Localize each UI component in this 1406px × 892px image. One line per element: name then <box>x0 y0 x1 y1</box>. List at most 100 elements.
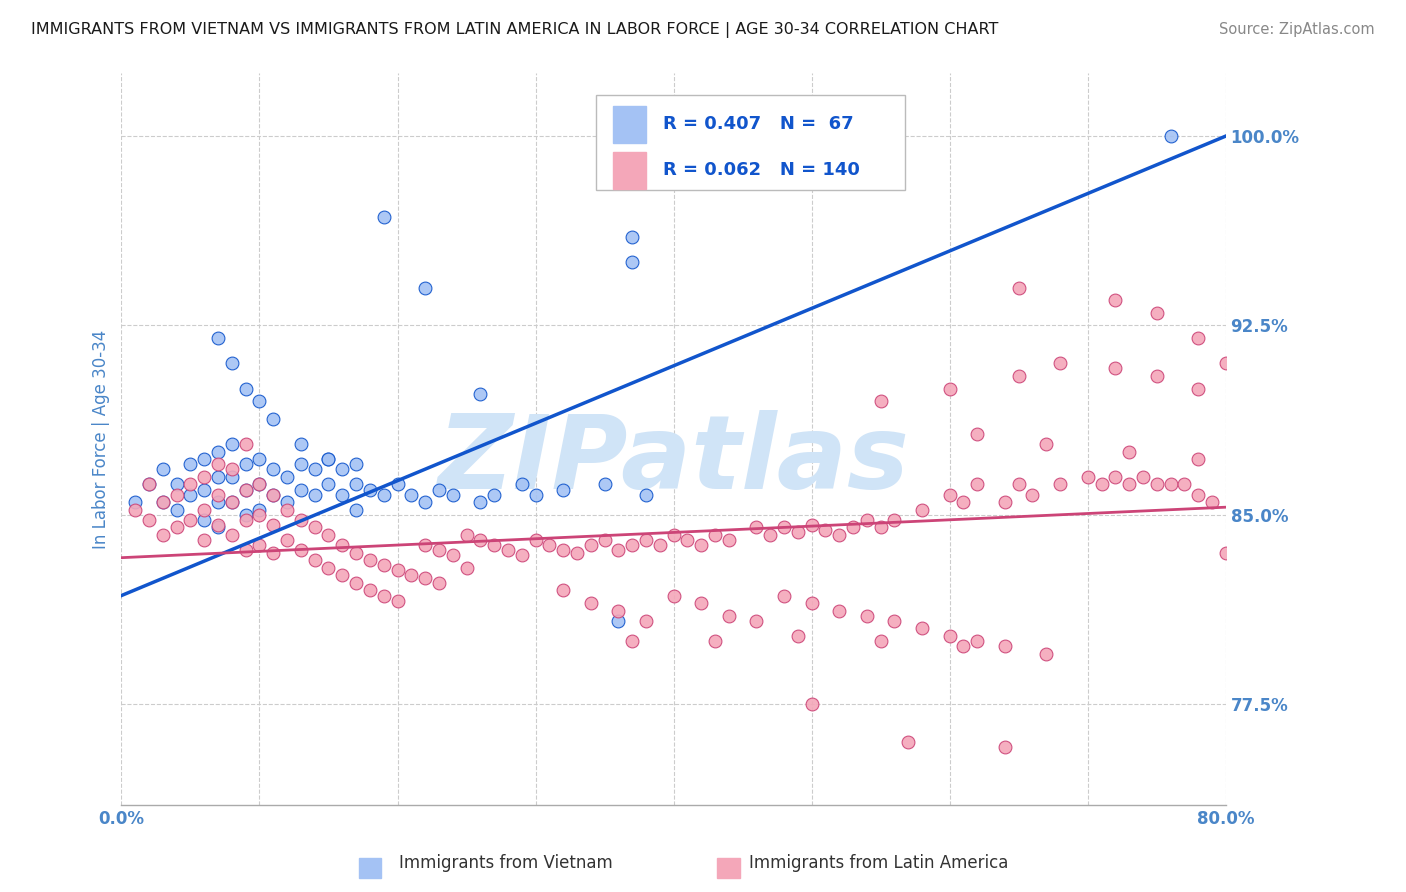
Point <box>482 487 505 501</box>
Point <box>966 477 988 491</box>
Point <box>1146 477 1168 491</box>
Point <box>235 483 257 497</box>
Point <box>207 331 229 345</box>
Point <box>235 457 257 471</box>
Point <box>249 477 271 491</box>
Point <box>690 596 713 610</box>
Point <box>290 483 312 497</box>
Point <box>249 452 271 467</box>
Point <box>1201 495 1223 509</box>
Point <box>235 437 257 451</box>
Point <box>786 525 808 540</box>
Point <box>276 502 298 516</box>
Point <box>235 513 257 527</box>
Point <box>869 634 891 648</box>
Point <box>193 470 215 484</box>
Point <box>800 596 823 610</box>
Point <box>553 543 575 558</box>
Point <box>510 548 533 562</box>
Point <box>344 502 367 516</box>
Point <box>290 513 312 527</box>
Point <box>1008 368 1031 383</box>
Point <box>828 604 851 618</box>
Point <box>138 477 160 491</box>
Text: Immigrants from Vietnam: Immigrants from Vietnam <box>399 855 613 872</box>
Point <box>911 502 934 516</box>
Point <box>786 629 808 643</box>
Point <box>207 517 229 532</box>
Point <box>510 477 533 491</box>
Point <box>1035 647 1057 661</box>
Point <box>842 520 865 534</box>
Text: R = 0.407   N =  67: R = 0.407 N = 67 <box>662 115 853 133</box>
Point <box>470 533 492 547</box>
Point <box>249 508 271 522</box>
Point <box>1215 546 1237 560</box>
Point <box>553 483 575 497</box>
Point <box>1132 470 1154 484</box>
Y-axis label: In Labor Force | Age 30-34: In Labor Force | Age 30-34 <box>93 329 110 549</box>
Point <box>1008 280 1031 294</box>
Point <box>869 394 891 409</box>
Point <box>1049 477 1071 491</box>
Point <box>235 543 257 558</box>
Point <box>359 583 381 598</box>
Point <box>745 520 768 534</box>
Point <box>897 735 920 749</box>
Point <box>413 495 436 509</box>
Point <box>717 608 740 623</box>
Point <box>856 513 879 527</box>
Point <box>994 639 1017 653</box>
Point <box>330 487 353 501</box>
Point <box>482 538 505 552</box>
Point <box>496 543 519 558</box>
Point <box>1008 477 1031 491</box>
Point <box>814 523 837 537</box>
Point <box>413 280 436 294</box>
Point <box>1146 368 1168 383</box>
Point <box>221 470 243 484</box>
Point <box>221 495 243 509</box>
Point <box>621 538 644 552</box>
Point <box>401 568 423 582</box>
Point <box>621 230 644 244</box>
Point <box>235 508 257 522</box>
Point <box>800 517 823 532</box>
Point <box>124 495 146 509</box>
Point <box>1118 444 1140 458</box>
Point <box>704 634 727 648</box>
Point <box>207 520 229 534</box>
Point <box>221 356 243 370</box>
Point <box>249 394 271 409</box>
Point <box>966 427 988 442</box>
Point <box>634 614 657 628</box>
Point <box>579 538 602 552</box>
Point <box>330 568 353 582</box>
Point <box>1118 477 1140 491</box>
Point <box>152 495 174 509</box>
Point <box>304 520 326 534</box>
Point <box>221 437 243 451</box>
Point <box>773 589 796 603</box>
Point <box>717 533 740 547</box>
Point <box>179 477 201 491</box>
Point <box>235 382 257 396</box>
Point <box>318 452 340 467</box>
Point <box>262 412 284 426</box>
Point <box>828 528 851 542</box>
Point <box>441 548 464 562</box>
Point <box>193 483 215 497</box>
Point <box>745 614 768 628</box>
Point <box>276 533 298 547</box>
Point <box>207 487 229 501</box>
Point <box>290 543 312 558</box>
Point <box>207 495 229 509</box>
Point <box>138 513 160 527</box>
Point <box>1187 487 1209 501</box>
Text: Immigrants from Latin America: Immigrants from Latin America <box>749 855 1008 872</box>
Point <box>262 546 284 560</box>
FancyBboxPatch shape <box>613 152 645 188</box>
Point <box>387 563 409 577</box>
Point <box>676 533 699 547</box>
Point <box>179 487 201 501</box>
